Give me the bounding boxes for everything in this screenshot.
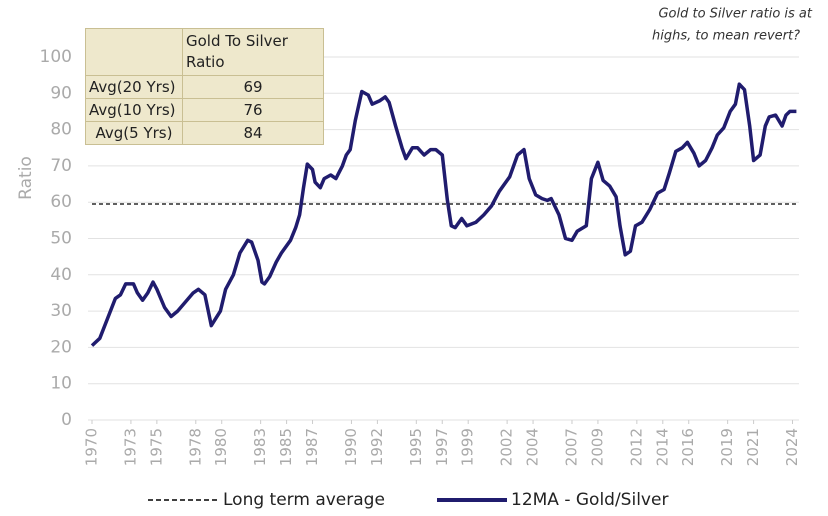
x-tick-label: 2021: [744, 428, 762, 466]
x-tick-label: 2002: [498, 428, 516, 466]
table-cell: 69: [182, 75, 324, 99]
x-tick-label: 1980: [212, 428, 230, 466]
table-cell: Avg(5 Yrs): [85, 121, 183, 145]
y-tick-label: 20: [50, 337, 72, 357]
x-tick-label: 1978: [186, 428, 204, 466]
y-tick-label: 90: [50, 83, 72, 103]
legend-label: 12MA - Gold/Silver: [511, 490, 668, 510]
y-tick-label: 30: [50, 301, 72, 321]
x-tick-label: 1997: [433, 428, 451, 466]
x-tick-label: 2014: [653, 428, 671, 466]
y-tick-label: 80: [50, 120, 72, 140]
x-tick-label: 2004: [524, 428, 542, 466]
x-tick-label: 1995: [407, 428, 425, 466]
table-header: Gold To Silver Ratio: [182, 28, 324, 76]
annotation: Gold to Silver ratio is at: [658, 7, 812, 22]
x-tick-label: 1992: [368, 428, 386, 466]
y-tick-label: 10: [50, 374, 72, 394]
data-line: [90, 82, 797, 347]
y-tick-label: 100: [40, 47, 72, 67]
x-tick-label: 1973: [121, 428, 139, 466]
table-cell: Avg(20 Yrs): [85, 75, 183, 99]
annotation: highs, to mean revert?: [652, 29, 800, 44]
x-tick-label: 2009: [588, 428, 606, 466]
x-tick-label: 1987: [303, 428, 321, 466]
x-tick-label: 1999: [459, 428, 477, 466]
table-cell: Avg(10 Yrs): [85, 98, 183, 122]
x-tick-label: 1990: [342, 428, 360, 466]
table-cell: [85, 28, 183, 76]
legend-label: Long term average: [223, 490, 385, 510]
y-tick-label: 70: [50, 156, 72, 176]
x-tick-label: 1970: [83, 428, 101, 466]
x-tick-label: 2024: [783, 428, 801, 466]
y-tick-label: 0: [61, 410, 72, 430]
summary-table: Gold To Silver Ratio Avg(20 Yrs) 69 Avg(1…: [85, 28, 324, 145]
y-axis-label: Ratio: [16, 156, 36, 200]
x-tick-label: 1985: [277, 428, 295, 466]
x-tick-label: 2012: [627, 428, 645, 466]
x-tick-label: 1975: [147, 428, 165, 466]
y-tick-label: 60: [50, 192, 72, 212]
y-tick-label: 40: [50, 265, 72, 285]
table-cell: 76: [182, 98, 324, 122]
x-tick-label: 1983: [251, 428, 269, 466]
table-cell: 84: [182, 121, 324, 145]
x-tick-label: 2007: [562, 428, 580, 466]
y-tick-label: 50: [50, 229, 72, 249]
x-tick-label: 2019: [718, 428, 736, 466]
x-tick-label: 2016: [679, 428, 697, 466]
